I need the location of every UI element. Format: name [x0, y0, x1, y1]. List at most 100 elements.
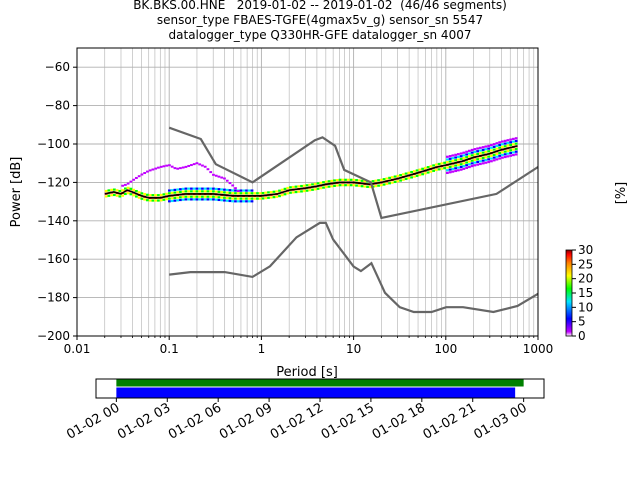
- psd-density-cell: [434, 168, 438, 172]
- x-tick-label: 0.01: [64, 342, 91, 356]
- psd-density-cell: [104, 189, 108, 193]
- psd-density-cell: [512, 153, 515, 157]
- psd-density-cell: [198, 195, 202, 198]
- psd-density-cell: [421, 173, 424, 176]
- psd-density-cell: [140, 173, 144, 176]
- psd-density-cell: [368, 185, 372, 189]
- psd-density-cell: [231, 192, 235, 195]
- psd-density-cell: [379, 184, 383, 187]
- psd-density-cell: [445, 171, 449, 175]
- psd-density-cell: [476, 163, 480, 166]
- psd-density-cell: [492, 156, 496, 159]
- psd-density-cell: [327, 185, 331, 188]
- psd-density-cell: [481, 148, 485, 151]
- psd-density-cell: [168, 192, 171, 195]
- psd-density-cell: [481, 146, 485, 149]
- psd-density-cell: [209, 198, 213, 201]
- psd-density-cell: [154, 194, 158, 197]
- psd-density-cell: [195, 162, 199, 165]
- psd-density-cell: [407, 171, 411, 174]
- psd-density-cell: [157, 199, 160, 202]
- psd-density-cell: [445, 166, 449, 169]
- psd-density-cell: [487, 147, 491, 150]
- psd-density-cell: [366, 185, 369, 188]
- psd-density-cell: [129, 193, 133, 196]
- psd-density-cell: [468, 163, 471, 166]
- psd-density-cell: [459, 155, 463, 158]
- psd-density-cell: [322, 181, 325, 184]
- psd-density-cell: [514, 137, 518, 140]
- psd-density-cell: [363, 180, 367, 183]
- psd-density-cell: [462, 162, 466, 165]
- psd-density-cell: [192, 187, 196, 190]
- psd-density-cell: [247, 192, 251, 195]
- psd-density-cell: [245, 192, 248, 195]
- psd-density-cell: [223, 191, 226, 194]
- psd-density-cell: [465, 156, 469, 159]
- psd-density-cell: [355, 184, 358, 187]
- psd-density-cell: [388, 182, 391, 185]
- psd-density-cell: [512, 148, 515, 151]
- psd-density-cell: [487, 158, 491, 161]
- psd-density-cell: [429, 165, 433, 168]
- psd-density-cell: [137, 175, 141, 178]
- psd-density-cell: [129, 180, 133, 183]
- psd-density-cell: [118, 189, 122, 193]
- psd-density-cell: [168, 197, 171, 200]
- psd-density-cell: [457, 158, 460, 161]
- psd-density-cell: [198, 187, 202, 190]
- psd-density-cell: [479, 149, 482, 152]
- chart-title-line-2: sensor_type FBAES-TGFE(4gmax5v_g) sensor…: [156, 13, 484, 27]
- psd-density-cell: [313, 188, 317, 191]
- psd-density-cell: [349, 178, 353, 181]
- psd-density-cell: [245, 200, 248, 203]
- psd-density-cell: [487, 155, 491, 158]
- psd-density-cell: [234, 187, 237, 190]
- psd-density-cell: [492, 153, 496, 157]
- psd-density-cell: [498, 143, 502, 147]
- psd-density-cell: [115, 194, 119, 197]
- psd-density-cell: [201, 164, 204, 167]
- psd-density-cell: [481, 159, 485, 162]
- psd-density-cell: [214, 190, 218, 193]
- psd-density-cell: [278, 194, 281, 198]
- psd-density-cell: [363, 185, 367, 188]
- psd-density-cell: [225, 199, 229, 202]
- coverage-tick-label: 01-03 00: [472, 400, 530, 442]
- psd-density-cell: [113, 188, 116, 191]
- psd-density-cell: [454, 159, 458, 162]
- psd-density-cell: [512, 140, 515, 143]
- psd-density-cell: [470, 154, 474, 157]
- psd-density-cell: [316, 187, 320, 190]
- psd-density-cell: [495, 144, 499, 148]
- psd-density-cell: [201, 195, 204, 198]
- coverage-bar: [116, 387, 516, 398]
- psd-density-cell: [377, 184, 380, 187]
- psd-density-cell: [239, 189, 243, 192]
- psd-density-cell: [479, 162, 482, 166]
- psd-density-cell: [476, 150, 480, 153]
- psd-density-cell: [275, 195, 279, 198]
- psd-density-cell: [220, 199, 224, 202]
- psd-density-cell: [245, 197, 248, 200]
- psd-density-cell: [173, 167, 177, 170]
- psd-density-cell: [470, 159, 474, 162]
- psd-density-cell: [192, 163, 196, 166]
- psd-density-cell: [269, 196, 273, 199]
- psd-density-cell: [176, 167, 180, 170]
- psd-density-cell: [201, 190, 204, 193]
- psd-density-cell: [341, 184, 345, 187]
- psd-density-cell: [247, 197, 251, 200]
- colorbar-tick-label: 30: [578, 243, 593, 257]
- psd-density-cell: [390, 176, 394, 179]
- psd-density-cell: [228, 189, 232, 192]
- psd-density-cell: [126, 182, 130, 185]
- psd-density-cell: [501, 145, 504, 149]
- psd-density-cell: [176, 199, 180, 202]
- psd-density-cell: [223, 177, 226, 180]
- psd-density-cell: [457, 166, 460, 169]
- psd-density-cell: [113, 193, 116, 197]
- psd-density-cell: [454, 167, 458, 170]
